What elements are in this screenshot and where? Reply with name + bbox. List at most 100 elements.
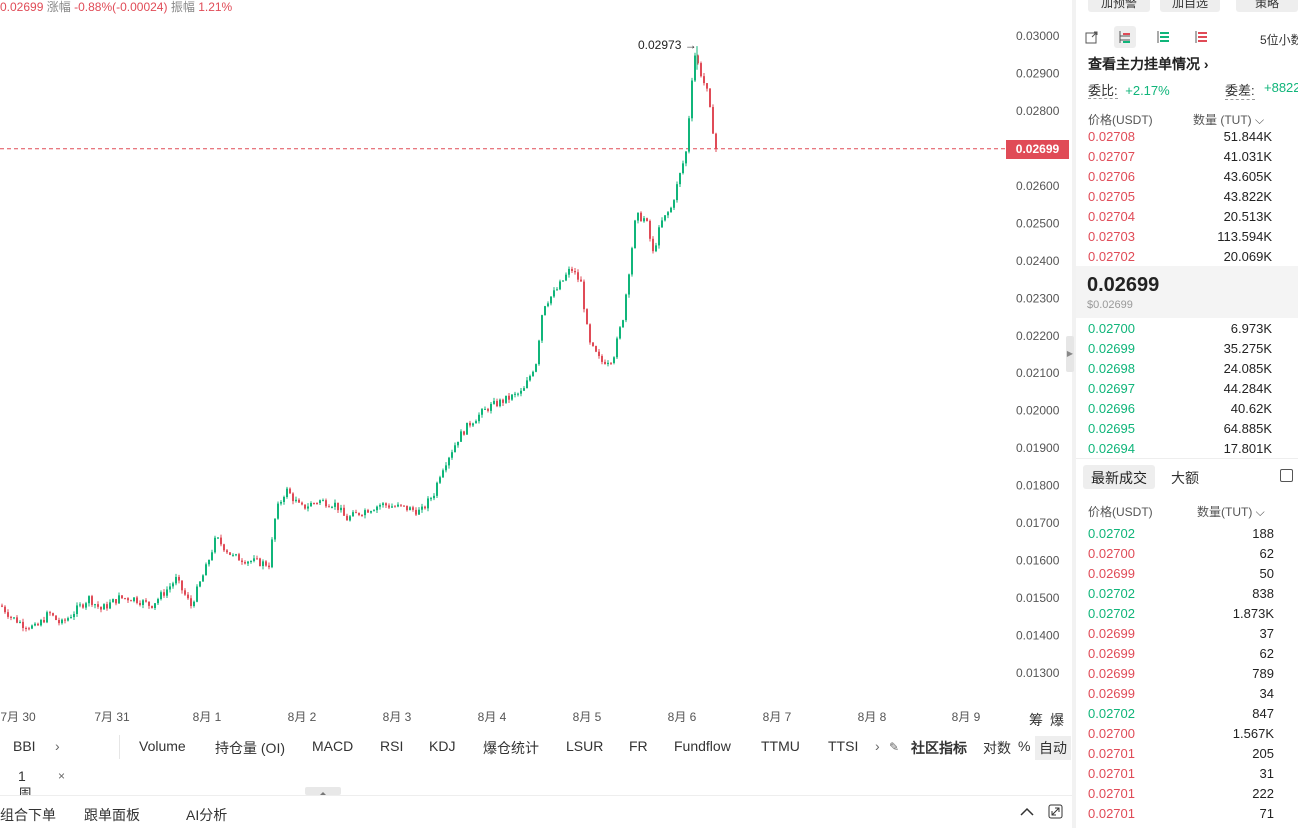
indicator-volume[interactable]: Volume <box>139 738 186 754</box>
percent-scale-toggle[interactable]: % <box>1018 738 1031 754</box>
export-icon[interactable] <box>1083 28 1101 46</box>
ask-row-price: 0.02708 <box>1088 129 1135 144</box>
trade-row[interactable]: 0.02702 188 <box>1088 524 1274 544</box>
trade-row[interactable]: 0.02699 34 <box>1088 684 1274 704</box>
bid-row[interactable]: 0.02694 17.801K <box>1088 439 1272 459</box>
indicator-ttmu[interactable]: TTMU <box>761 738 800 754</box>
orderbook-bids-icon[interactable] <box>1154 28 1172 46</box>
add-alert-button[interactable]: 加预警 <box>1088 0 1150 12</box>
indicator-primary[interactable]: BBI <box>13 738 36 754</box>
both-sides-view[interactable] <box>1114 26 1136 48</box>
trade-row[interactable]: 0.02699 789 <box>1088 664 1274 684</box>
add-watchlist-button[interactable]: 加自选 <box>1160 0 1220 12</box>
candle-body <box>226 550 228 553</box>
bid-row[interactable]: 0.02700 6.973K <box>1088 319 1272 339</box>
indicator-macd[interactable]: MACD <box>312 738 354 754</box>
trade-qty-header[interactable]: 数量(TUT) ⌵ <box>1197 505 1265 519</box>
indicator-oi[interactable]: 持仓量 (OI) <box>215 740 285 756</box>
tab-combo-order[interactable]: 组合下单 <box>0 807 56 823</box>
candle-body <box>58 620 60 624</box>
candle-body <box>586 309 588 325</box>
tab-large-trades[interactable]: 大额 <box>1171 470 1199 486</box>
edit-icon[interactable]: ✎ <box>889 740 900 754</box>
candle-body <box>49 612 51 614</box>
candle-body <box>163 592 165 596</box>
trade-row-qty: 188 <box>1252 526 1274 541</box>
indicator-lsur[interactable]: LSUR <box>566 738 604 754</box>
chart-canvas[interactable]: 0.030000.029000.028000.027000.026000.025… <box>0 0 1072 730</box>
candle-body <box>196 586 198 602</box>
decimals-select[interactable]: 5位小数 <box>1260 33 1298 47</box>
bid-row[interactable]: 0.02697 44.284K <box>1088 379 1272 399</box>
candle-body <box>427 498 429 509</box>
trade-row[interactable]: 0.02699 37 <box>1088 624 1274 644</box>
trade-row[interactable]: 0.02701 205 <box>1088 744 1274 764</box>
chip-button[interactable]: 筹 <box>1029 712 1043 728</box>
expand-icon[interactable] <box>1048 804 1063 819</box>
trade-row[interactable]: 0.02700 62 <box>1088 544 1274 564</box>
indicator-kdj[interactable]: KDJ <box>429 738 456 754</box>
bid-row[interactable]: 0.02698 24.085K <box>1088 359 1272 379</box>
trade-row[interactable]: 0.02701 71 <box>1088 804 1274 824</box>
candle-body <box>340 507 342 511</box>
auto-scale-toggle[interactable]: 自动 <box>1035 736 1071 760</box>
bid-row[interactable]: 0.02699 35.275K <box>1088 339 1272 359</box>
candle-body <box>328 506 330 508</box>
candle-body <box>499 399 501 407</box>
trade-row[interactable]: 0.02702 838 <box>1088 584 1274 604</box>
ask-row[interactable]: 0.02702 20.069K <box>1088 247 1272 267</box>
candle-body <box>298 499 300 503</box>
trade-row-price: 0.02702 <box>1088 706 1135 721</box>
ob-qty-header[interactable]: 数量 (TUT) ⌵ <box>1193 113 1265 127</box>
indicator-fundflow[interactable]: Fundflow <box>674 738 731 754</box>
log-scale-toggle[interactable]: 对数 <box>983 740 1011 756</box>
trade-row-price: 0.02702 <box>1088 586 1135 601</box>
ask-row[interactable]: 0.02707 41.031K <box>1088 147 1272 167</box>
trade-row[interactable]: 0.02701 222 <box>1088 784 1274 804</box>
chevron-right-icon[interactable]: › <box>875 738 880 754</box>
candlestick-chart[interactable]: 0.030000.029000.028000.027000.026000.025… <box>0 0 1072 730</box>
depth-link[interactable]: 查看主力挂单情况 › <box>1088 56 1209 72</box>
bid-row[interactable]: 0.02696 40.62K <box>1088 399 1272 419</box>
candle-body <box>334 502 336 507</box>
trade-row[interactable]: 0.02699 50 <box>1088 564 1274 584</box>
trade-row[interactable]: 0.02701 31 <box>1088 764 1274 784</box>
high-marker-label: 0.02973 → <box>638 38 697 52</box>
trade-row[interactable]: 0.02702 847 <box>1088 704 1274 724</box>
strategy-button[interactable]: 策略 <box>1236 0 1298 12</box>
ask-row[interactable]: 0.02704 20.513K <box>1088 207 1272 227</box>
change-value: -0.88%(-0.00024) <box>74 0 168 14</box>
ask-row[interactable]: 0.02708 51.844K <box>1088 127 1272 147</box>
trade-row[interactable]: 0.02699 62 <box>1088 644 1274 664</box>
indicator-liquidations[interactable]: 爆仓统计 <box>483 740 539 756</box>
candle-body <box>346 515 348 521</box>
candle-body <box>376 506 378 511</box>
bid-row[interactable]: 0.02695 64.885K <box>1088 419 1272 439</box>
tab-latest-trades[interactable]: 最新成交 <box>1083 465 1155 489</box>
y-tick-label: 0.02600 <box>1016 179 1060 193</box>
candle-body <box>22 621 24 628</box>
candle-body <box>61 619 63 624</box>
indicator-rsi[interactable]: RSI <box>380 738 404 754</box>
panel-collapse-handle[interactable] <box>305 787 341 796</box>
liquidation-button[interactable]: 爆 <box>1050 712 1064 728</box>
trade-row[interactable]: 0.02700 1.567K <box>1088 724 1274 744</box>
large-filter-checkbox[interactable] <box>1280 469 1293 482</box>
side-panel-toggle[interactable]: ▶ <box>1066 336 1074 372</box>
candle-body <box>100 606 102 610</box>
chevron-up-icon[interactable] <box>1020 807 1034 817</box>
candle-body <box>694 55 696 81</box>
ask-row[interactable]: 0.02706 43.605K <box>1088 167 1272 187</box>
close-icon[interactable]: × <box>58 769 66 783</box>
orderbook-asks-icon[interactable] <box>1192 28 1210 46</box>
tab-copy-trading[interactable]: 跟单面板 <box>84 807 140 823</box>
indicator-ttsi[interactable]: TTSI <box>828 738 859 754</box>
trade-row[interactable]: 0.02702 1.873K <box>1088 604 1274 624</box>
community-indicators[interactable]: 社区指标 <box>911 740 967 756</box>
ask-row[interactable]: 0.02705 43.822K <box>1088 187 1272 207</box>
ask-row[interactable]: 0.02703 113.594K <box>1088 227 1272 247</box>
tab-ai-analysis[interactable]: AI分析 <box>186 807 228 823</box>
indicator-fr[interactable]: FR <box>629 738 648 754</box>
candle-body <box>394 506 396 508</box>
chevron-right-icon[interactable]: › <box>55 738 60 754</box>
